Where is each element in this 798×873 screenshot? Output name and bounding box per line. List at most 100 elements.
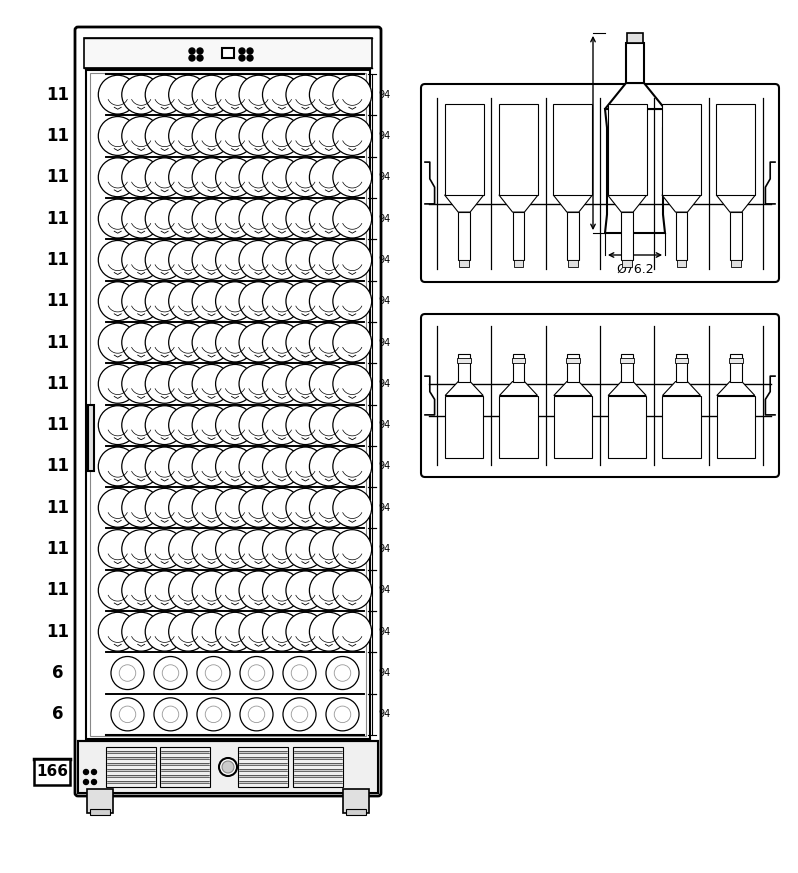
Text: 11: 11 [46,581,69,600]
Circle shape [162,664,179,681]
Circle shape [192,571,231,610]
Circle shape [310,530,348,568]
Circle shape [333,447,372,486]
Circle shape [215,406,255,444]
Bar [84,38,372,68]
Circle shape [192,323,231,362]
Bar [759,376,775,415]
Polygon shape [662,382,701,395]
Circle shape [239,447,278,486]
Circle shape [239,117,278,155]
Circle shape [98,530,137,568]
Bar [161,769,209,771]
Circle shape [92,769,97,774]
Text: 94: 94 [378,544,390,554]
Circle shape [263,447,302,486]
Circle shape [263,488,302,527]
Circle shape [239,55,245,61]
FancyBboxPatch shape [421,84,779,282]
Circle shape [263,282,302,320]
Bar [458,212,470,260]
Circle shape [239,323,278,362]
Circle shape [326,698,359,731]
Text: 11: 11 [46,251,69,269]
Bar [621,354,633,382]
Bar [107,751,155,753]
Circle shape [119,664,136,681]
Bar [621,212,633,260]
Circle shape [122,323,160,362]
Circle shape [122,406,160,444]
Circle shape [286,282,325,320]
Circle shape [192,282,231,320]
Bar [554,395,592,458]
Bar [717,395,755,458]
Circle shape [98,406,137,444]
Bar [499,105,538,195]
Circle shape [145,612,184,651]
Circle shape [239,571,278,610]
Bar [759,162,775,204]
Polygon shape [553,195,592,212]
Circle shape [168,117,207,155]
Text: 94: 94 [378,90,390,100]
Circle shape [154,656,187,690]
Circle shape [145,158,184,196]
Circle shape [168,75,207,114]
Circle shape [247,55,253,61]
Circle shape [215,117,255,155]
Bar [239,751,287,753]
Circle shape [333,571,372,610]
Circle shape [192,117,231,155]
Circle shape [215,447,255,486]
Text: 11: 11 [46,457,69,476]
Circle shape [286,612,325,651]
Circle shape [122,282,160,320]
Circle shape [239,282,278,320]
Circle shape [168,406,207,444]
Circle shape [168,571,207,610]
Circle shape [310,571,348,610]
Circle shape [222,761,234,773]
Circle shape [283,698,316,731]
Circle shape [263,199,302,238]
Circle shape [98,199,137,238]
Circle shape [168,282,207,320]
Circle shape [333,158,372,196]
Text: 94: 94 [378,668,390,678]
Bar [717,105,756,195]
Bar [107,781,155,783]
Polygon shape [717,382,755,395]
Bar [553,105,592,195]
Bar [662,105,701,195]
Circle shape [98,282,137,320]
Circle shape [189,55,195,61]
Circle shape [239,612,278,651]
Polygon shape [605,83,665,109]
Polygon shape [554,382,592,395]
Circle shape [215,571,255,610]
Circle shape [98,488,137,527]
Circle shape [263,571,302,610]
Bar [88,404,94,471]
Bar [674,358,689,363]
Circle shape [334,706,351,723]
Circle shape [98,158,137,196]
Bar [730,354,742,382]
Bar [626,43,644,83]
Circle shape [263,406,302,444]
Circle shape [119,706,136,723]
Bar [78,741,378,793]
Bar [627,33,643,43]
Circle shape [239,240,278,279]
Circle shape [240,656,273,690]
Bar [567,212,579,260]
Circle shape [333,488,372,527]
Circle shape [192,364,231,403]
Circle shape [122,571,160,610]
Circle shape [215,612,255,651]
Bar [90,809,110,815]
Circle shape [286,571,325,610]
Circle shape [248,706,265,723]
Bar [294,775,342,777]
